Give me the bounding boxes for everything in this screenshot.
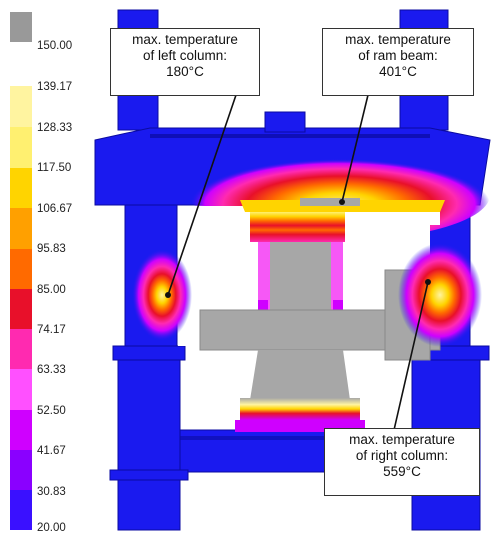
legend-swatch-30	[10, 490, 32, 530]
legend-label-10: 41.67	[37, 445, 66, 457]
leader-dot-left	[165, 292, 171, 298]
legend-swatch-106	[10, 208, 32, 249]
legend-label-0: 150.00	[37, 40, 72, 52]
legend-swatch-95	[10, 249, 32, 289]
legend-label-7: 74.17	[37, 324, 66, 336]
callout-right-line1: max. temperature	[329, 432, 475, 448]
legend-label-4: 106.67	[37, 203, 72, 215]
callout-right-line2: of right column:	[329, 448, 475, 464]
leader-dot-right	[425, 279, 431, 285]
legend-label-8: 63.33	[37, 364, 66, 376]
legend-swatch-white-gap	[10, 42, 32, 86]
legend-swatch-63	[10, 369, 32, 410]
ram-lower	[250, 350, 350, 400]
leader-dot-ram	[339, 199, 345, 205]
legend-label-1: 139.17	[37, 81, 72, 93]
legend-swatch-139	[10, 86, 32, 127]
legend-label-5: 95.83	[37, 243, 66, 255]
legend-swatch-52	[10, 410, 32, 450]
legend-label-11: 30.83	[37, 486, 66, 498]
callout-left-line1: max. temperature	[115, 32, 255, 48]
legend-swatch-74	[10, 329, 32, 369]
callout-ram-line1: max. temperature	[327, 32, 469, 48]
right-column-hot-zone	[398, 243, 482, 347]
left-column-base	[118, 360, 180, 530]
legend-label-12: 20.00	[37, 522, 66, 534]
legend-swatch-85	[10, 289, 32, 329]
ram-upper-band	[250, 212, 345, 242]
ram-bottom-band	[240, 398, 360, 420]
legend-label-2: 128.33	[37, 122, 72, 134]
legend-label-3: 117.50	[37, 162, 71, 174]
legend-swatch-41	[10, 450, 32, 490]
callout-left-column: max. temperature of left column: 180°C	[110, 28, 260, 96]
callout-ram-beam: max. temperature of ram beam: 401°C	[322, 28, 474, 96]
callout-left-line2: of left column:	[115, 48, 255, 64]
callout-right-column: max. temperature of right column: 559°C	[324, 428, 480, 496]
color-legend	[10, 12, 32, 530]
callout-ram-line2: of ram beam:	[327, 48, 469, 64]
callout-ram-line3: 401°C	[327, 64, 469, 80]
left-column-hot-zone	[132, 249, 192, 341]
legend-swatch-150	[10, 12, 32, 42]
callout-left-line3: 180°C	[115, 64, 255, 80]
legend-swatch-128	[10, 127, 32, 168]
legend-label-6: 85.00	[37, 284, 66, 296]
left-column-collar	[113, 346, 185, 360]
legend-swatch-117	[10, 168, 32, 208]
legend-label-9: 52.50	[37, 405, 66, 417]
callout-right-line3: 559°C	[329, 464, 475, 480]
